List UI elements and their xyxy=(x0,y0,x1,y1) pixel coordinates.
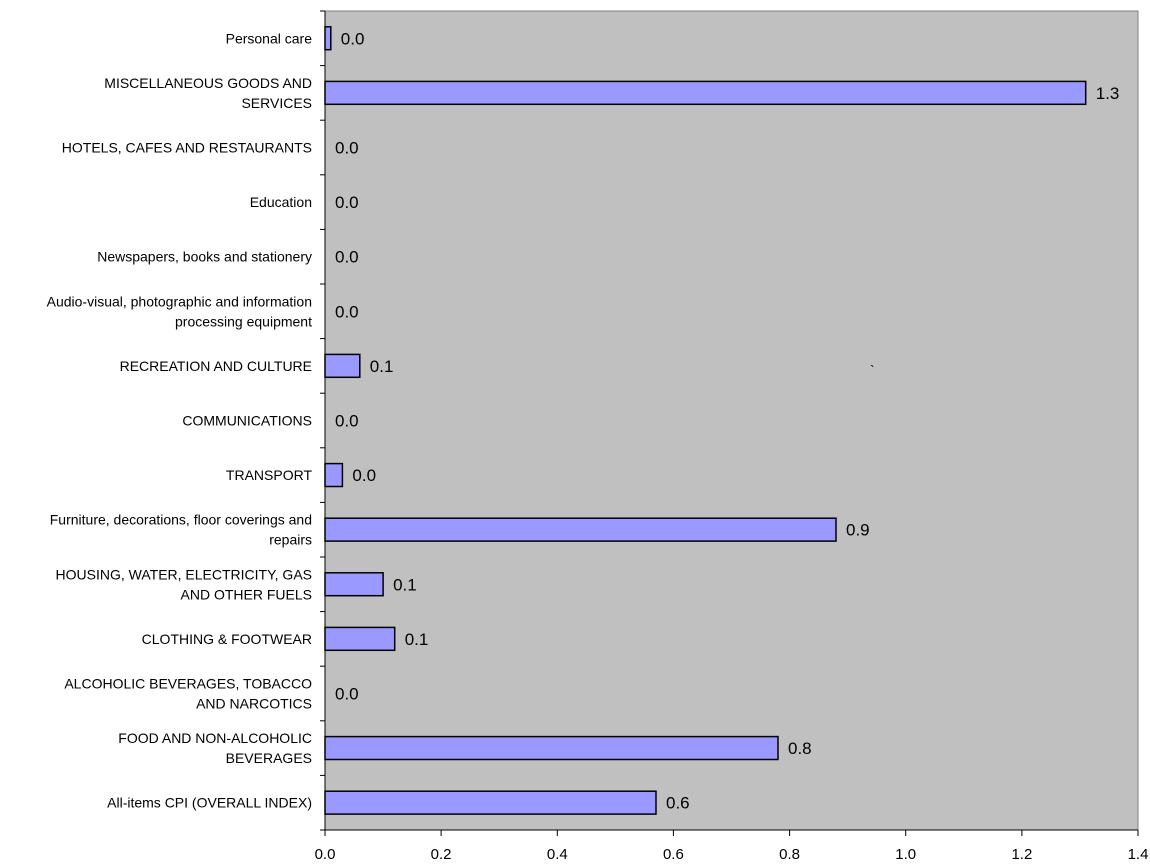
category-label: ALCOHOLIC BEVERAGES, TOBACCO AND NARCOTIC… xyxy=(64,676,312,712)
data-label: 0.0 xyxy=(352,466,376,485)
bar xyxy=(324,626,396,652)
category-label-line: HOTELS, CAFES AND RESTAURANTS xyxy=(62,140,312,156)
x-tick-label: 0.8 xyxy=(779,846,800,863)
x-tick-label: 0.4 xyxy=(547,846,568,863)
data-label: 0.0 xyxy=(335,302,359,321)
category-label: Education xyxy=(250,194,312,210)
data-label: 0.6 xyxy=(666,794,690,813)
x-tick-label: 1.2 xyxy=(1011,846,1032,863)
bar xyxy=(324,572,384,597)
category-label: TRANSPORT xyxy=(226,467,313,483)
bar xyxy=(324,462,344,488)
data-label: 0.0 xyxy=(341,29,365,48)
category-label-line: AND NARCOTICS xyxy=(196,696,312,712)
x-tick-label: 0.6 xyxy=(663,846,684,863)
category-label-line: ALCOHOLIC BEVERAGES, TOBACCO xyxy=(64,676,312,692)
data-label: 0.0 xyxy=(335,685,359,704)
category-label: COMMUNICATIONS xyxy=(182,413,312,429)
category-label: All-items CPI (OVERALL INDEX) xyxy=(107,795,312,811)
category-label-line: Personal care xyxy=(226,30,313,46)
ticks-layer xyxy=(320,10,1139,836)
category-label: MISCELLANEOUS GOODS AND SERVICES xyxy=(104,75,312,111)
data-label: 0.1 xyxy=(393,575,417,594)
stray-mark: ` xyxy=(870,362,875,378)
data-label: 0.1 xyxy=(405,630,429,649)
bar xyxy=(324,26,332,51)
category-label-line: All-items CPI (OVERALL INDEX) xyxy=(107,795,312,811)
bar xyxy=(324,80,1087,106)
category-label-line: Furniture, decorations, floor coverings … xyxy=(50,512,312,528)
category-label-line: TRANSPORT xyxy=(226,467,313,483)
category-label-line: RECREATION AND CULTURE xyxy=(120,358,312,374)
category-label-line: MISCELLANEOUS GOODS AND xyxy=(104,75,312,91)
data-label: 0.0 xyxy=(335,193,359,212)
category-label-line: SERVICES xyxy=(241,95,312,111)
category-label-line: CLOTHING & FOOTWEAR xyxy=(142,631,312,647)
category-label-line: processing equipment xyxy=(175,313,312,329)
category-label: FOOD AND NON-ALCOHOLIC BEVERAGES xyxy=(118,730,312,766)
data-label: 0.0 xyxy=(335,412,359,431)
x-tick-label: 1.4 xyxy=(1128,846,1149,863)
category-label: HOTELS, CAFES AND RESTAURANTS xyxy=(62,140,312,156)
data-label: 0.8 xyxy=(788,739,812,758)
category-label-line: FOOD AND NON-ALCOHOLIC xyxy=(118,730,312,746)
x-tick-label: 0.0 xyxy=(315,846,336,863)
category-label-line: AND OTHER FUELS xyxy=(181,586,312,602)
bar xyxy=(324,517,837,542)
category-label: Audio-visual, photographic and informati… xyxy=(47,293,312,329)
category-label: HOUSING, WATER, ELECTRICITY, GAS AND OTHE… xyxy=(56,566,312,602)
category-label-line: Newspapers, books and stationery xyxy=(97,249,312,265)
data-label: 1.3 xyxy=(1096,84,1120,103)
category-label: RECREATION AND CULTURE xyxy=(120,358,312,374)
category-label-line: repairs xyxy=(269,532,312,548)
category-label: CLOTHING & FOOTWEAR xyxy=(142,631,312,647)
x-tick-label: 1.0 xyxy=(895,846,916,863)
plot-area xyxy=(324,10,1139,831)
category-label-line: Education xyxy=(250,194,312,210)
data-label: 0.9 xyxy=(846,521,870,540)
category-label-line: Audio-visual, photographic and informati… xyxy=(47,293,312,309)
data-label: 0.0 xyxy=(335,248,359,267)
category-label-line: BEVERAGES xyxy=(226,750,312,766)
bar xyxy=(324,790,657,815)
category-label: Newspapers, books and stationery xyxy=(97,249,312,265)
bar xyxy=(324,353,361,379)
category-label: Personal care xyxy=(226,30,313,46)
bar xyxy=(324,735,779,761)
data-label: 0.1 xyxy=(370,357,394,376)
data-label: 0.0 xyxy=(335,139,359,158)
x-tick-label: 0.2 xyxy=(431,846,452,863)
category-label-line: HOUSING, WATER, ELECTRICITY, GAS xyxy=(56,566,312,582)
category-label-line: COMMUNICATIONS xyxy=(182,413,312,429)
category-label: Furniture, decorations, floor coverings … xyxy=(50,512,312,548)
